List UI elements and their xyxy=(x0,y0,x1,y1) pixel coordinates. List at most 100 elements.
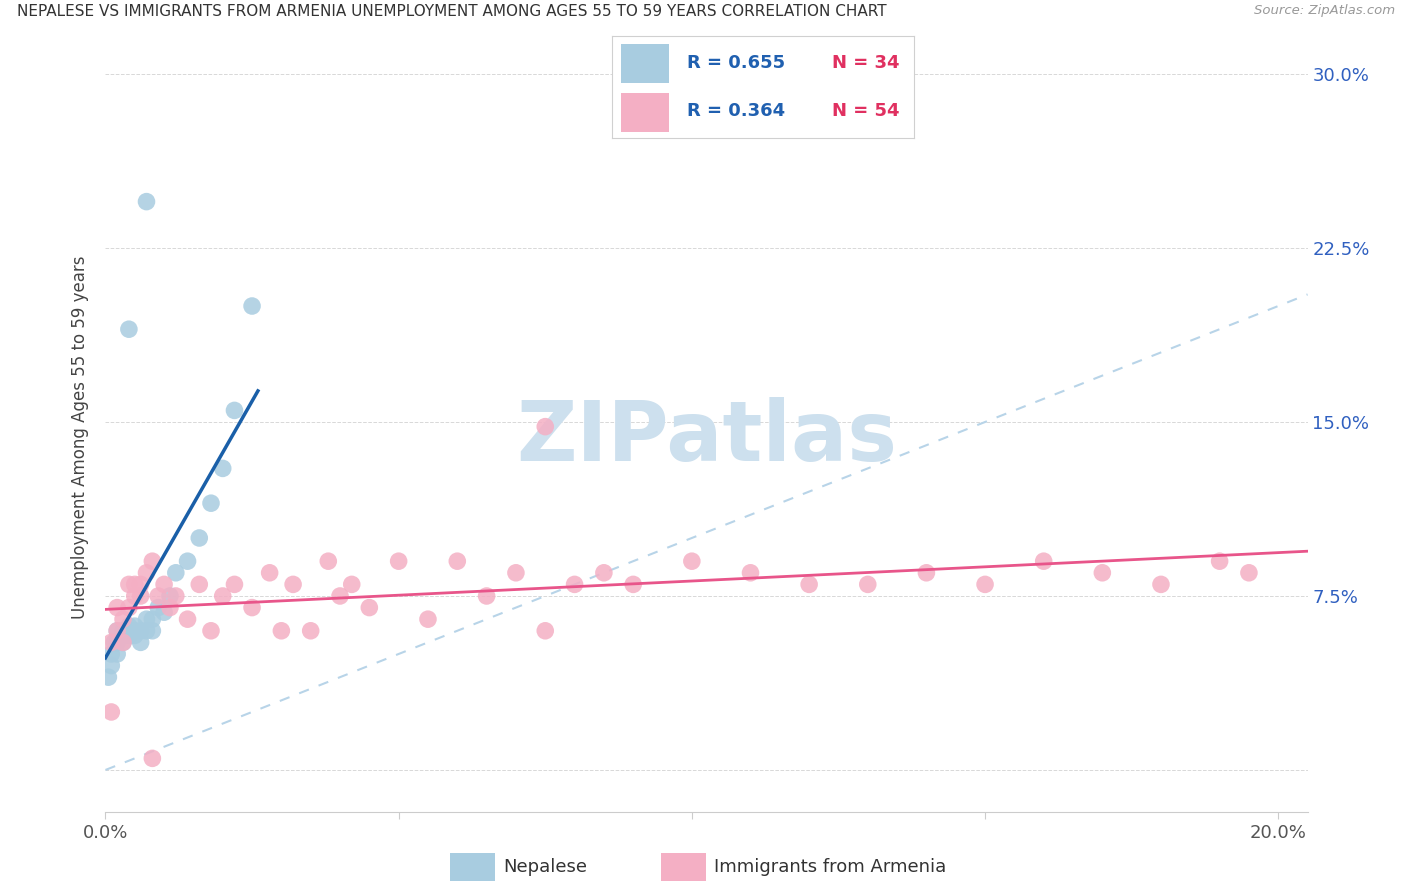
Point xyxy=(124,577,146,591)
Point xyxy=(211,589,233,603)
Point xyxy=(224,577,246,591)
Point xyxy=(797,577,820,591)
Point xyxy=(446,554,468,568)
Point xyxy=(240,600,263,615)
Point xyxy=(105,624,128,638)
Point xyxy=(188,531,211,545)
Point xyxy=(316,554,339,568)
Point xyxy=(112,635,135,649)
Point xyxy=(135,566,157,580)
Point xyxy=(475,589,498,603)
Point xyxy=(124,619,146,633)
Point xyxy=(915,566,938,580)
Point xyxy=(740,566,762,580)
Point xyxy=(148,600,170,615)
Point xyxy=(299,624,322,638)
Point xyxy=(135,624,157,638)
Point xyxy=(124,624,146,638)
Point xyxy=(153,605,176,619)
Point xyxy=(240,299,263,313)
Point xyxy=(200,496,222,510)
Y-axis label: Unemployment Among Ages 55 to 59 years: Unemployment Among Ages 55 to 59 years xyxy=(72,255,90,619)
Point xyxy=(118,619,141,633)
Point xyxy=(1150,577,1173,591)
Point xyxy=(681,554,703,568)
Point xyxy=(281,577,304,591)
Point xyxy=(141,624,163,638)
Text: NEPALESE VS IMMIGRANTS FROM ARMENIA UNEMPLOYMENT AMONG AGES 55 TO 59 YEARS CORRE: NEPALESE VS IMMIGRANTS FROM ARMENIA UNEM… xyxy=(17,4,887,20)
Text: Immigrants from Armenia: Immigrants from Armenia xyxy=(714,858,946,876)
Point xyxy=(359,600,381,615)
Point xyxy=(112,624,135,638)
Point xyxy=(105,647,128,661)
FancyBboxPatch shape xyxy=(620,44,669,83)
Point xyxy=(141,612,163,626)
Point xyxy=(118,577,141,591)
Text: Source: ZipAtlas.com: Source: ZipAtlas.com xyxy=(1254,4,1395,18)
Point xyxy=(118,628,141,642)
Text: ZIPatlas: ZIPatlas xyxy=(516,397,897,477)
Point xyxy=(974,577,997,591)
Point xyxy=(118,624,141,638)
Point xyxy=(416,612,439,626)
Point xyxy=(1032,554,1054,568)
Point xyxy=(148,589,170,603)
FancyBboxPatch shape xyxy=(620,93,669,132)
Point xyxy=(159,600,181,615)
Point xyxy=(856,577,879,591)
Point xyxy=(100,705,122,719)
Text: R = 0.364: R = 0.364 xyxy=(688,102,786,120)
Point xyxy=(329,589,352,603)
Point xyxy=(621,577,644,591)
Point xyxy=(505,566,527,580)
Point xyxy=(534,624,557,638)
Point xyxy=(124,589,146,603)
Point xyxy=(97,670,120,684)
Point xyxy=(388,554,411,568)
Point xyxy=(340,577,363,591)
Point xyxy=(105,635,128,649)
Point xyxy=(129,624,152,638)
Point xyxy=(159,589,181,603)
Point xyxy=(1237,566,1260,580)
Text: N = 54: N = 54 xyxy=(832,102,900,120)
Point xyxy=(141,751,163,765)
Point xyxy=(259,566,281,580)
Point xyxy=(112,628,135,642)
Point xyxy=(141,554,163,568)
Point xyxy=(224,403,246,417)
Point xyxy=(534,419,557,434)
Point xyxy=(176,554,198,568)
Point xyxy=(1208,554,1230,568)
Point xyxy=(165,566,187,580)
Point xyxy=(118,600,141,615)
Point xyxy=(129,635,152,649)
Text: R = 0.655: R = 0.655 xyxy=(688,54,786,72)
Point xyxy=(112,635,135,649)
Point xyxy=(135,612,157,626)
Point xyxy=(118,322,141,336)
Point xyxy=(100,647,122,661)
Point xyxy=(593,566,616,580)
Point xyxy=(176,612,198,626)
Point xyxy=(165,589,187,603)
Point xyxy=(105,600,128,615)
Point xyxy=(200,624,222,638)
Point xyxy=(135,194,157,209)
Point xyxy=(129,589,152,603)
Point xyxy=(129,577,152,591)
Point xyxy=(1091,566,1114,580)
Text: N = 34: N = 34 xyxy=(832,54,900,72)
Point xyxy=(100,658,122,673)
Point xyxy=(270,624,292,638)
Point xyxy=(211,461,233,475)
Point xyxy=(153,577,176,591)
Point xyxy=(564,577,586,591)
Text: Nepalese: Nepalese xyxy=(503,858,588,876)
Point xyxy=(100,635,122,649)
Point xyxy=(105,624,128,638)
Point xyxy=(112,612,135,626)
Point xyxy=(188,577,211,591)
Point xyxy=(124,628,146,642)
Point xyxy=(103,635,125,649)
